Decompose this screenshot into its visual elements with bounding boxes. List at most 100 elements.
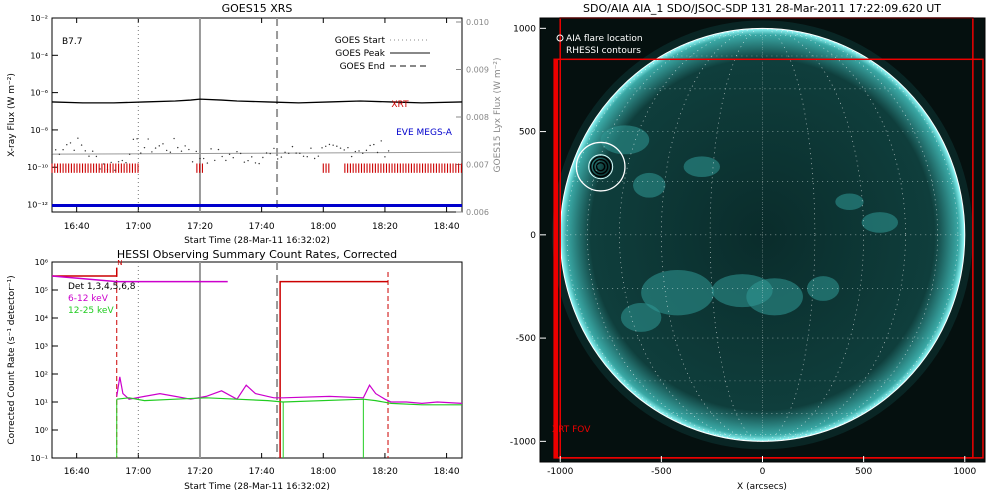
- lyx-data-point: [247, 159, 249, 162]
- lyx-data-point: [69, 142, 72, 144]
- lyx-data-point: [80, 144, 83, 146]
- aia-flare-circle: [575, 141, 626, 192]
- y2-tick-label: 0.007: [466, 161, 489, 170]
- lyx-data-point: [151, 151, 153, 153]
- lyx-data-point: [365, 149, 368, 152]
- lyx-data-point: [269, 152, 271, 155]
- y-axis-label: X-ray Flux (W m⁻²): [7, 73, 17, 157]
- lyx-data-point: [114, 169, 116, 171]
- eve-label: EVE MEGS-A: [396, 128, 453, 138]
- x-tick-label: 18:40: [434, 467, 460, 477]
- lyx-data-point: [306, 156, 308, 158]
- y-tick-label: 10⁻²: [30, 14, 48, 23]
- legend-low-label: 6-12 keV: [68, 294, 109, 304]
- legend-rhessi-label: RHESSI contours: [566, 46, 641, 56]
- x-tick-label: 18:00: [310, 467, 336, 477]
- y-tick-label: 10⁻⁶: [30, 89, 48, 98]
- x-tick-label: 17:20: [187, 467, 213, 477]
- lyx-data-point: [228, 153, 231, 156]
- lyx-data-point: [273, 147, 275, 150]
- hessi-panel: HESSI Observing Summary Count Rates, Cor…: [7, 248, 463, 492]
- lyx-data-point: [387, 150, 390, 152]
- x-tick-label: 18:40: [434, 222, 460, 232]
- lyx-data-point: [236, 150, 238, 153]
- flux-annotation: B7.7: [62, 37, 83, 47]
- lyx-data-point: [88, 155, 90, 157]
- lyx-data-point: [95, 155, 98, 158]
- x-tick-label: 18:00: [310, 222, 336, 232]
- y2-axis-label: GOES15 Lyx Flux (W m⁻²): [493, 58, 503, 173]
- y-tick-label: 1000: [513, 24, 536, 34]
- series-2: [51, 275, 228, 283]
- lyx-data-point: [295, 152, 297, 154]
- series-goes-long: [51, 98, 463, 104]
- lyx-data-point: [154, 147, 157, 149]
- active-region: [641, 269, 714, 316]
- y-tick-label: 10³: [35, 342, 48, 351]
- lyx-data-point: [254, 162, 257, 164]
- aia-panel: SDO/AIA AIA_1 SDO/JSOC-SDP 131 28-Mar-20…: [510, 2, 986, 492]
- active-region: [633, 172, 666, 198]
- lyx-data-point: [310, 147, 312, 149]
- active-region: [861, 212, 899, 233]
- active-region: [620, 302, 662, 332]
- lyx-data-point: [125, 162, 127, 164]
- lyx-data-point: [328, 143, 331, 146]
- x-tick-label: 18:20: [372, 222, 398, 232]
- legend-det-label: Det 1,3,4,5,6,8: [68, 282, 136, 292]
- lyx-data-point: [313, 157, 316, 160]
- lyx-data-point: [191, 161, 194, 163]
- lyx-data-point: [199, 157, 201, 160]
- xrt-label: XRT: [391, 100, 409, 110]
- y-tick-label: 10⁻¹⁰: [27, 163, 48, 172]
- lyx-data-point: [347, 146, 349, 149]
- lyx-data-point: [206, 162, 209, 164]
- flare-glow: [588, 154, 614, 180]
- lyx-data-point: [265, 152, 268, 154]
- lyx-data-point: [325, 145, 327, 147]
- lyx-data-point: [180, 150, 183, 152]
- lyx-data-point: [343, 149, 345, 151]
- y-tick-label: 10⁻⁸: [30, 126, 48, 135]
- lyx-data-point: [302, 155, 305, 157]
- x-tick-label: 17:00: [125, 467, 151, 477]
- lyx-data-point: [284, 151, 286, 154]
- x-tick-label: -500: [651, 467, 672, 477]
- y-tick-label: -500: [516, 334, 537, 344]
- det-state-line: [52, 267, 118, 277]
- lyx-data-point: [232, 156, 234, 159]
- y2-tick-label: 0.010: [466, 18, 489, 27]
- lyx-data-point: [350, 155, 353, 158]
- lyx-data-point: [239, 152, 242, 155]
- legend-start-label: GOES Start: [335, 36, 386, 46]
- y-tick-label: 10⁻¹: [30, 454, 48, 463]
- lyx-data-point: [262, 156, 264, 159]
- lyx-data-point: [103, 163, 105, 165]
- lyx-data-point: [217, 148, 220, 151]
- lyx-data-point: [321, 147, 323, 149]
- legend-aia-label: AIA flare location: [566, 34, 643, 44]
- lyx-data-point: [132, 138, 135, 141]
- x-tick-label: 17:00: [125, 222, 151, 232]
- y2-tick-label: 0.006: [466, 208, 489, 217]
- lyx-data-point: [225, 159, 227, 162]
- x-tick-label: 16:40: [64, 222, 90, 232]
- lyx-data-point: [158, 145, 160, 147]
- lyx-data-point: [384, 156, 386, 158]
- x-axis-label: Start Time (28-Mar-11 16:32:02): [184, 236, 330, 246]
- xrt-fov-label: XRT FOV: [552, 425, 591, 435]
- lyx-data-point: [73, 149, 75, 152]
- legend-end-label: GOES End: [340, 62, 385, 72]
- x-tick-label: -1000: [547, 467, 573, 477]
- lyx-data-point: [58, 153, 61, 156]
- active-region: [600, 125, 650, 155]
- y-tick-label: 10¹: [35, 398, 48, 407]
- lyx-data-point: [332, 144, 334, 146]
- lyx-data-point: [184, 145, 186, 147]
- lyx-data-point: [214, 159, 216, 162]
- lyx-data-point: [77, 137, 79, 139]
- lyx-data-point: [369, 144, 371, 147]
- chart-title: GOES15 XRS: [222, 2, 293, 15]
- lyx-data-point: [202, 157, 205, 160]
- lyx-data-point: [169, 151, 172, 153]
